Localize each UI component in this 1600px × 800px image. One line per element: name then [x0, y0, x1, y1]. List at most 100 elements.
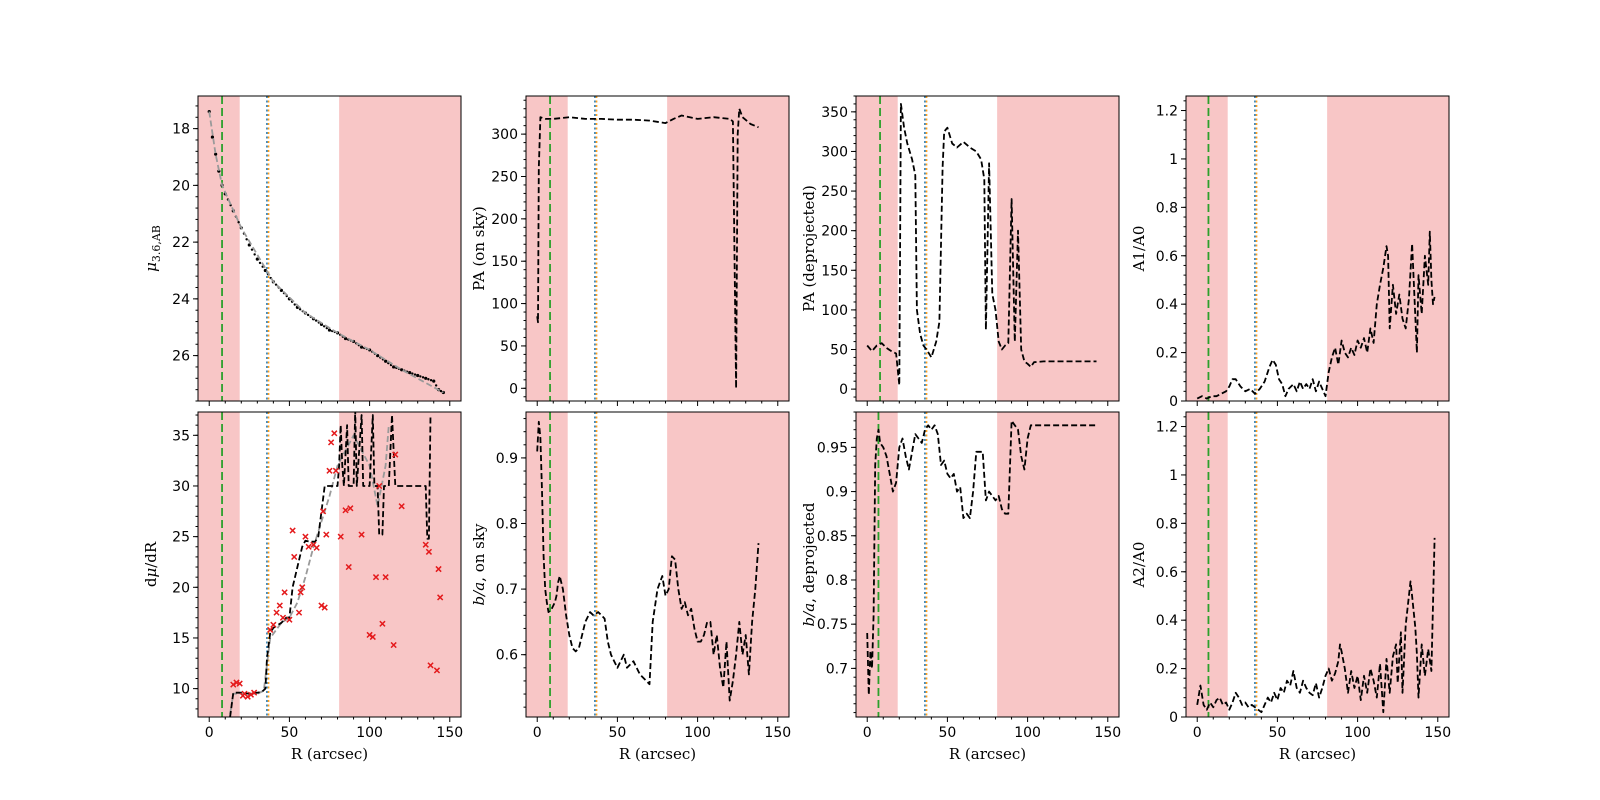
- y-tick-label: 0.4: [1156, 613, 1178, 629]
- cross-point: [297, 589, 304, 596]
- cross-point: [299, 584, 306, 591]
- y-tick-label: 0.2: [1156, 662, 1178, 678]
- data-point: [250, 248, 254, 251]
- x-tick-label: 50: [938, 725, 956, 741]
- cross-point: [392, 451, 399, 458]
- shaded-region: [856, 96, 898, 401]
- shaded-region: [997, 412, 1119, 717]
- plot-area: [526, 412, 789, 717]
- series-crosses: [230, 430, 444, 700]
- shaded-region: [1186, 412, 1228, 717]
- cross-point: [327, 439, 335, 446]
- y-tick-label: 1.2: [1156, 420, 1178, 436]
- cross-point: [319, 508, 327, 515]
- series-line-black: [536, 107, 759, 390]
- data-point: [416, 373, 420, 378]
- cross-point: [422, 541, 429, 548]
- axes-frame: [1185, 95, 1450, 402]
- shaded-region: [667, 96, 789, 401]
- y-tick-label: 20: [172, 580, 190, 596]
- y-tick-label: 0: [839, 382, 848, 398]
- cross-point: [230, 681, 237, 688]
- cross-point: [289, 527, 296, 534]
- y-tick-label: 250: [491, 169, 518, 185]
- y-tick-label: 0.2: [1156, 346, 1178, 362]
- panel-p12: 0 50 100 150 0.7 0.75 0.8 0.85 0.9 0.95 R (arcsec)…: [800, 411, 1121, 763]
- data-point: [434, 384, 438, 387]
- x-axis-label: R (arcsec): [619, 745, 696, 763]
- x-tick-label: 100: [684, 725, 711, 741]
- shaded-region: [198, 412, 240, 717]
- y-label-rest: /dR: [142, 541, 160, 568]
- axes-frame: [1185, 411, 1450, 718]
- shaded-region: [339, 96, 461, 401]
- y-tick-label: 0: [509, 381, 518, 397]
- cross-point: [379, 620, 386, 627]
- y-axis-label: A1/A0: [1130, 226, 1148, 273]
- y-tick-label: 1: [1169, 152, 1178, 168]
- x-tick-label: 100: [1014, 725, 1041, 741]
- series-line-black: [866, 419, 1097, 696]
- cross-point: [437, 594, 444, 601]
- cross-point: [435, 565, 442, 573]
- y-tick-label: 0.8: [826, 573, 848, 589]
- y-label-rest: , on sky: [470, 523, 488, 582]
- plot-area: [526, 96, 789, 401]
- x-tick-label: 100: [1344, 725, 1371, 741]
- y-label-rest: , deprojected: [800, 502, 818, 603]
- y-tick-label: 1.2: [1156, 104, 1178, 120]
- x-tick-label: 0: [1193, 725, 1202, 741]
- data-point: [408, 371, 412, 375]
- cross-point: [425, 548, 433, 555]
- data-point: [421, 376, 425, 379]
- cross-point: [342, 507, 349, 514]
- data-point: [411, 372, 414, 375]
- y-tick-label: 0.4: [1156, 297, 1178, 313]
- data-point: [432, 379, 436, 383]
- x-tick-label: 150: [436, 725, 463, 741]
- data-point: [314, 319, 318, 322]
- y-tick-label: 18: [172, 122, 190, 138]
- y-tick-label: 15: [172, 631, 190, 647]
- cross-point: [323, 531, 330, 538]
- cross-point: [369, 633, 376, 641]
- series-line-black: [1196, 230, 1436, 400]
- x-tick-label: 50: [1268, 725, 1286, 741]
- shaded-region: [198, 96, 240, 401]
- cross-point: [279, 614, 287, 621]
- y-tick-label: 0.8: [1156, 200, 1178, 216]
- y-tick-label: 0.95: [817, 440, 848, 456]
- y-tick-label: 0.8: [496, 517, 518, 533]
- y-tick-label: 50: [500, 339, 518, 355]
- y-tick-label: 0: [1169, 394, 1178, 410]
- x-tick-label: 150: [1094, 725, 1121, 741]
- x-tick-label: 150: [1424, 725, 1451, 741]
- cross-point: [273, 609, 280, 616]
- y-tick-label: 1: [1169, 468, 1178, 484]
- data-point: [293, 303, 296, 306]
- y-tick-label: 0: [1169, 710, 1178, 726]
- y-tick-label: 200: [491, 212, 518, 228]
- y-tick-label: 200: [821, 224, 848, 240]
- shaded-region: [667, 412, 789, 717]
- plot-area: [1186, 96, 1449, 401]
- cross-point: [382, 574, 389, 581]
- y-tick-label: 0.7: [826, 661, 848, 677]
- data-point: [253, 253, 256, 256]
- cross-point: [281, 589, 288, 596]
- y-axis-label: dμ/dR: [142, 541, 160, 587]
- y-axis-label: b/a, on sky: [470, 523, 488, 605]
- x-tick-label: 0: [205, 725, 214, 741]
- data-point: [214, 152, 218, 156]
- y-tick-label: 25: [172, 530, 190, 546]
- x-axis-label: R (arcsec): [949, 745, 1026, 763]
- cross-point: [313, 544, 320, 551]
- cross-point: [270, 621, 277, 628]
- y-tick-label: 150: [821, 263, 848, 279]
- data-point: [210, 135, 215, 139]
- shaded-region: [526, 96, 568, 401]
- x-tick-label: 50: [280, 725, 298, 741]
- x-tick-label: 50: [608, 725, 626, 741]
- cross-point: [267, 626, 274, 633]
